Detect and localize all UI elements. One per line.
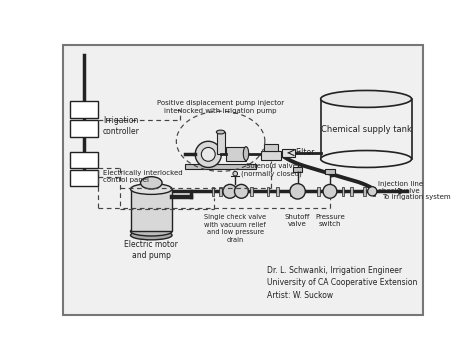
Text: Shutoff
valve: Shutoff valve [285,214,310,227]
Text: Dr. L. Schwanki, Irrigation Engineer
University of CA Cooperative Extension
Arti: Dr. L. Schwanki, Irrigation Engineer Uni… [267,266,417,300]
Bar [350,187,353,196]
Bar [242,187,244,196]
Bar [212,187,214,196]
Bar [276,187,279,196]
Bar [321,99,411,159]
Circle shape [323,184,337,198]
Bar [264,143,278,151]
Bar [71,152,98,168]
Bar [185,164,256,169]
Bar [217,132,225,153]
Bar [364,187,366,196]
Ellipse shape [321,151,411,167]
Text: Positive displacement pump injector
interlocked with irrigation pump: Positive displacement pump injector inte… [157,100,284,114]
Bar [261,151,282,160]
Bar [219,187,222,196]
Ellipse shape [243,147,249,161]
Circle shape [233,171,237,176]
Ellipse shape [216,130,225,134]
Circle shape [223,184,237,198]
Circle shape [201,147,215,161]
Text: Single check valve
with vacuum relief
and low pressure
drain: Single check valve with vacuum relief an… [204,214,266,243]
Bar [325,169,335,174]
Bar [226,147,246,161]
Ellipse shape [130,227,172,236]
Text: Electric motor
and pump: Electric motor and pump [124,240,178,260]
Text: Filter: Filter [295,147,315,157]
Bar [373,187,375,196]
Bar [290,187,292,196]
Bar [250,187,253,196]
Circle shape [235,184,248,198]
Circle shape [195,141,221,167]
Bar [267,187,270,196]
Bar [317,187,319,196]
Text: Electrically interlocked
control panel: Electrically interlocked control panel [103,170,182,183]
Text: To irrigation system: To irrigation system [383,194,451,200]
Text: Irrigation
controller: Irrigation controller [103,116,140,136]
Bar [342,187,344,196]
Bar [301,187,302,196]
Ellipse shape [321,90,411,108]
Bar [130,189,172,231]
Text: Injection line
check valve: Injection line check valve [378,181,424,194]
Text: Chemical supply tank: Chemical supply tank [321,125,411,134]
Circle shape [290,184,305,199]
Ellipse shape [140,177,162,189]
Ellipse shape [130,184,172,194]
Bar [71,101,98,118]
Bar [327,187,329,196]
Bar [71,120,98,137]
Ellipse shape [74,177,94,183]
Bar [293,167,302,172]
Bar [71,170,98,186]
Text: Pressure
switch: Pressure switch [315,214,345,227]
Ellipse shape [130,231,172,240]
Circle shape [368,187,377,196]
Text: Solenoid valve
(normally closed): Solenoid valve (normally closed) [241,163,302,177]
Bar [282,149,294,157]
